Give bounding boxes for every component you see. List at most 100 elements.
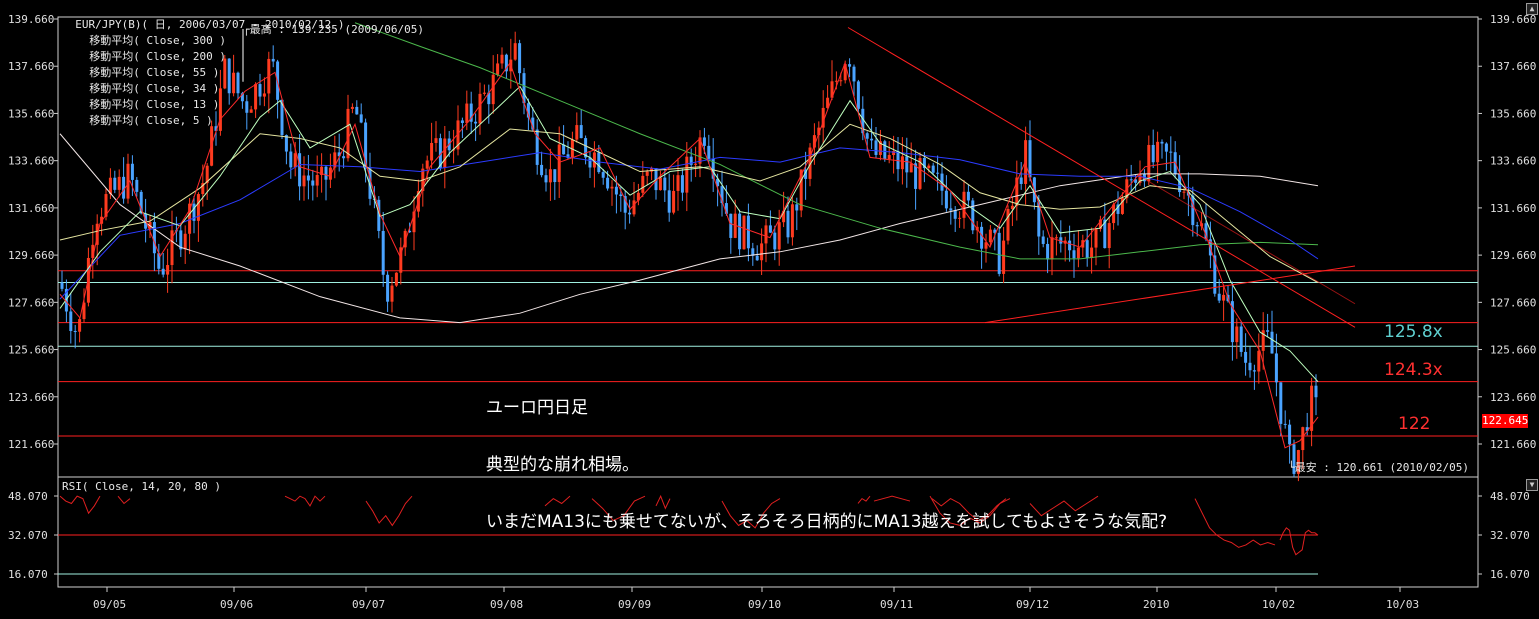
rsi-line-segment [284, 495, 326, 507]
candle-body [1213, 255, 1217, 294]
low-marker-text: 最安 : 120.661 (2010/02/05) [1294, 461, 1469, 474]
y-tick-label: 129.660 [1490, 249, 1536, 262]
candle-body [839, 80, 843, 82]
candle-body [729, 213, 733, 238]
candle-body [773, 232, 777, 250]
candle-body [412, 211, 416, 233]
candle-body [1239, 326, 1243, 352]
candle-body [452, 149, 456, 151]
annotation-line-1: ユーロ円日足 [486, 398, 588, 418]
rsi-tick-label: 32.070 [1490, 529, 1530, 542]
candle-body [196, 194, 200, 221]
x-tick-label: 09/11 [880, 598, 913, 611]
candle-body [768, 225, 772, 233]
candle-body [579, 125, 583, 139]
candle-body [667, 190, 671, 213]
annotation-line-2: 典型的な崩れ相場。 [486, 455, 639, 475]
candle-body [826, 97, 830, 108]
rsi-line-segment [1029, 495, 1099, 517]
y-tick-label: 121.660 [1490, 438, 1536, 451]
ma-label: 移動平均( Close, 5 ) [89, 114, 213, 127]
candle-body [654, 168, 658, 191]
y-tick-label: 131.660 [8, 202, 54, 215]
candle-body [1112, 204, 1116, 224]
y-tick-label: 139.660 [8, 13, 54, 26]
candle-body [456, 120, 460, 150]
candle-body [535, 129, 539, 165]
candle-body [782, 210, 786, 223]
rsi-line-segment [929, 495, 1011, 526]
candle-body [183, 233, 187, 250]
y-tick-label: 133.660 [1490, 155, 1536, 168]
candle-body [526, 103, 530, 118]
candle-body [342, 156, 346, 159]
price-pane-scroll-button[interactable]: ▲ [1526, 3, 1538, 15]
level-label-122: 122 [1398, 414, 1431, 434]
x-tick-label: 09/05 [93, 598, 126, 611]
candle-body [694, 163, 698, 165]
candle-body [1098, 219, 1102, 230]
candle-body [104, 194, 108, 217]
candle-body [1160, 141, 1164, 144]
candle-body [1164, 143, 1168, 152]
candle-body [940, 173, 944, 191]
ma-label: 移動平均( Close, 200 ) [89, 50, 226, 63]
candle-body [760, 243, 764, 261]
candle-body [1134, 179, 1138, 183]
candle-body [1191, 195, 1195, 226]
y-tick-label: 137.660 [8, 60, 54, 73]
candle-body [311, 180, 315, 186]
candle-body [1314, 385, 1318, 398]
candle-body [817, 127, 821, 136]
ma55-line [59, 147, 1319, 300]
candle-body [298, 153, 302, 187]
candle-body [1288, 424, 1292, 445]
candle-body [465, 103, 469, 123]
candle-body [997, 232, 1001, 274]
candle-body [1147, 144, 1151, 182]
rsi-pane-scroll-button[interactable]: ▼ [1526, 479, 1538, 491]
candle-body [201, 183, 205, 195]
candle-body [192, 203, 196, 221]
candle-body [289, 151, 293, 168]
y-tick-label: 127.660 [1490, 296, 1536, 309]
candle-body [645, 171, 649, 176]
candle-body [1305, 427, 1309, 431]
candle-body [91, 244, 95, 258]
candle-body [601, 172, 605, 178]
rsi-tick-label: 16.070 [1490, 568, 1530, 581]
candle-body [122, 176, 126, 199]
candle-body [117, 176, 121, 190]
x-tick-label: 09/08 [490, 598, 523, 611]
y-tick-label: 129.660 [8, 249, 54, 262]
candle-body [1037, 202, 1041, 237]
candle-body [271, 58, 275, 62]
candle-body [1310, 385, 1314, 431]
candle-body [504, 54, 508, 72]
candle-body [179, 230, 183, 250]
candle-body [1252, 370, 1256, 372]
candle-body [557, 144, 561, 183]
candle-body [707, 145, 711, 159]
candle-body [843, 64, 847, 81]
candle-body [711, 158, 715, 179]
candle-body [157, 253, 161, 269]
candle-body [562, 144, 566, 155]
ma-label: 移動平均( Close, 300 ) [89, 34, 226, 47]
candle-body [355, 106, 359, 115]
candle-body [790, 204, 794, 238]
candle-body [588, 157, 592, 168]
candle-body [931, 165, 935, 173]
rsi-tick-label: 48.070 [8, 490, 48, 503]
candle-body [799, 169, 803, 211]
candle-body [966, 191, 970, 201]
candle-body [834, 80, 838, 82]
candle-body [258, 84, 262, 97]
candle-body [390, 285, 394, 302]
candle-body [1094, 229, 1098, 248]
ma5-line [59, 61, 1319, 449]
candle-body [900, 156, 904, 170]
rsi-line-segment [721, 498, 781, 529]
candle-body [1235, 326, 1239, 343]
candle-body [685, 156, 689, 193]
